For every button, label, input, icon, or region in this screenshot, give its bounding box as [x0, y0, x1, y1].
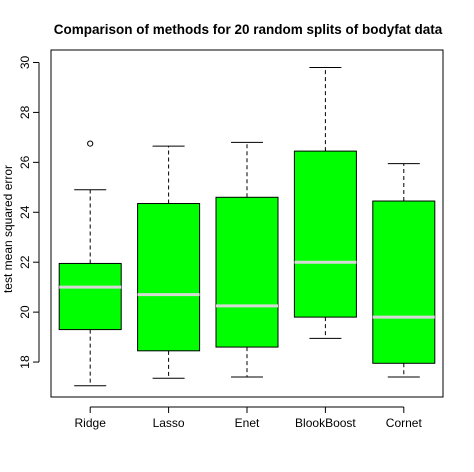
x-tick-label: Cornet [386, 416, 423, 430]
plot-frame [50, 49, 444, 398]
x-axis: Ridge Lasso Enet BlookBoost Cornet [75, 406, 423, 430]
x-tick-label: Lasso [153, 416, 185, 430]
box-group [293, 66, 357, 339]
box-group [215, 141, 279, 378]
y-axis: 18 20 22 24 26 28 30 [18, 55, 40, 369]
box [137, 203, 201, 352]
box [58, 262, 122, 331]
box-group [137, 145, 201, 379]
x-tick-label: BlookBoost [295, 416, 356, 430]
chart-title: Comparison of methods for 20 random spli… [54, 22, 443, 37]
y-tick-label: 22 [18, 255, 32, 269]
box-group [58, 140, 122, 387]
y-tick-label: 18 [18, 355, 32, 369]
y-tick-label: 28 [18, 105, 32, 119]
box-series [58, 66, 436, 387]
box-group [372, 163, 436, 378]
x-tick-label: Ridge [75, 416, 107, 430]
y-tick-label: 26 [18, 155, 32, 169]
y-tick-label: 20 [18, 305, 32, 319]
box [293, 150, 357, 318]
y-tick-label: 24 [18, 205, 32, 219]
y-axis-label: test mean squared error [1, 165, 15, 293]
outlier-point [87, 140, 94, 147]
x-tick-label: Enet [235, 416, 260, 430]
y-tick-label: 30 [18, 55, 32, 69]
box [372, 200, 436, 364]
box [215, 196, 279, 348]
